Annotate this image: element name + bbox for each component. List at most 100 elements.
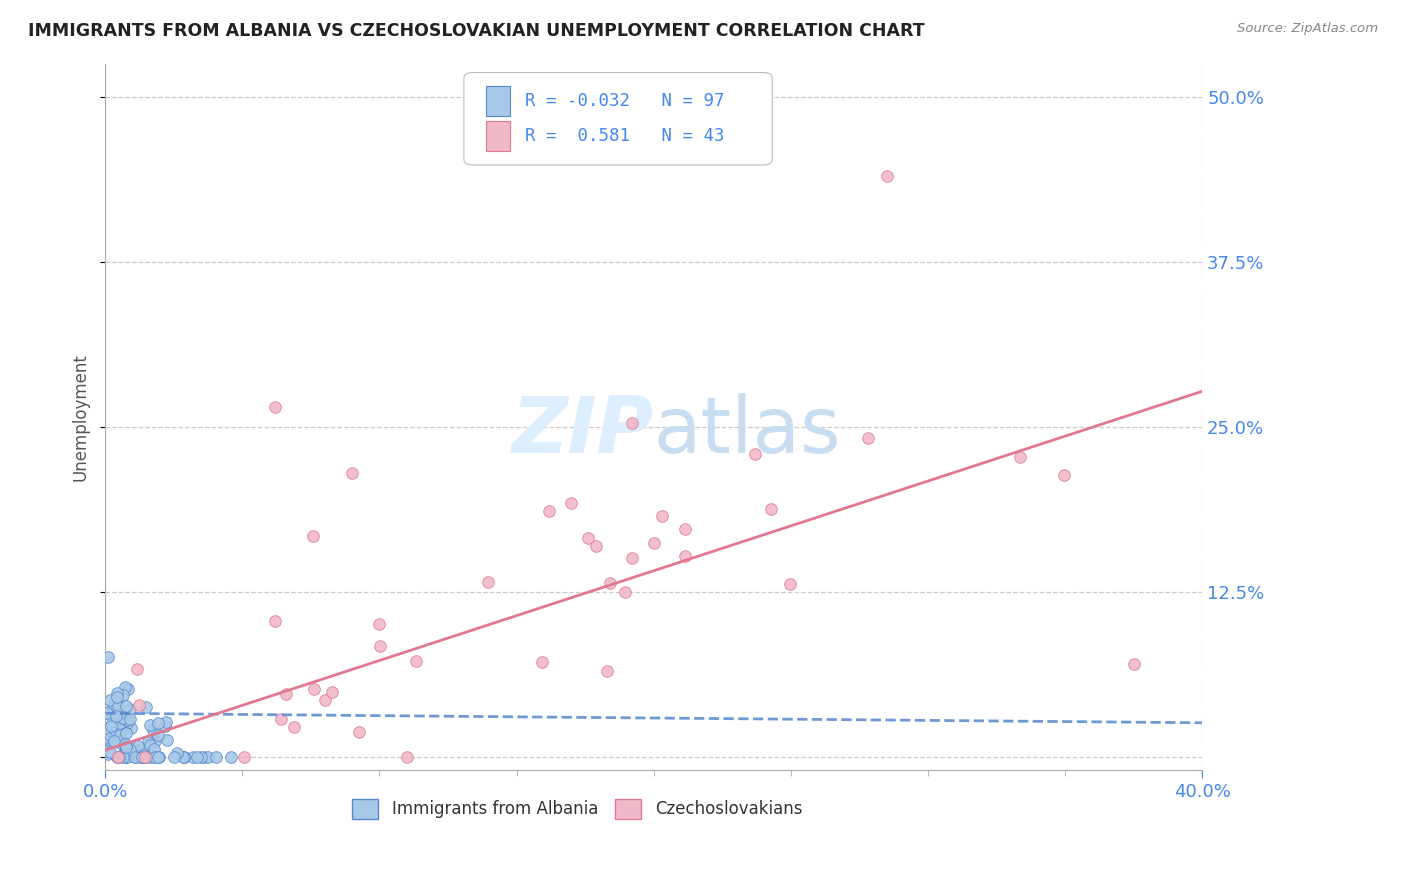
Point — [117, 715, 139, 730]
Point — [107, 698, 129, 713]
Point — [122, 744, 145, 758]
Point — [114, 704, 136, 718]
Point — [127, 739, 149, 753]
Point — [104, 723, 127, 738]
Point — [219, 749, 242, 764]
Point — [321, 685, 343, 699]
Point — [107, 735, 129, 749]
Point — [108, 716, 131, 731]
Point — [155, 714, 177, 729]
Point — [115, 726, 138, 740]
Point — [643, 536, 665, 550]
Point — [142, 723, 165, 738]
Point — [156, 733, 179, 747]
Point — [115, 713, 138, 727]
Point — [233, 749, 256, 764]
Point — [744, 447, 766, 461]
Legend: Immigrants from Albania, Czechoslovakians: Immigrants from Albania, Czechoslovakian… — [344, 793, 808, 825]
Point — [599, 576, 621, 591]
Bar — [486, 121, 510, 151]
Point — [264, 400, 287, 414]
Point — [270, 712, 292, 726]
Point — [96, 744, 118, 758]
Point — [274, 687, 297, 701]
Point — [166, 746, 188, 760]
Point — [134, 749, 156, 764]
Point — [111, 711, 134, 725]
Point — [120, 741, 142, 756]
Point — [172, 749, 194, 764]
Point — [139, 739, 162, 753]
Point — [173, 749, 195, 764]
Point — [97, 747, 120, 762]
Point — [146, 729, 169, 743]
Point — [112, 738, 135, 752]
Point — [120, 721, 142, 735]
Point — [673, 522, 696, 536]
Point — [110, 711, 132, 725]
Point — [115, 699, 138, 714]
Point — [181, 749, 204, 764]
Point — [118, 701, 141, 715]
Point — [596, 664, 619, 678]
Point — [110, 728, 132, 742]
Point — [314, 692, 336, 706]
Point — [114, 749, 136, 764]
Y-axis label: Unemployment: Unemployment — [72, 353, 89, 481]
Point — [856, 431, 879, 445]
Point — [173, 749, 195, 764]
Point — [103, 706, 125, 721]
Point — [340, 466, 363, 480]
Point — [108, 717, 131, 731]
Point — [105, 749, 128, 764]
Point — [104, 700, 127, 714]
Point — [143, 734, 166, 748]
Point — [148, 749, 170, 764]
Point — [538, 504, 561, 518]
Point — [576, 532, 599, 546]
Point — [114, 680, 136, 694]
Point — [263, 614, 285, 628]
Point — [131, 749, 153, 764]
Point — [347, 725, 370, 739]
Point — [139, 749, 162, 764]
Point — [560, 496, 582, 510]
Point — [107, 749, 129, 764]
Point — [673, 549, 696, 563]
Point — [204, 749, 226, 764]
Point — [135, 700, 157, 714]
Point — [651, 509, 673, 524]
Point — [614, 584, 637, 599]
Point — [131, 749, 153, 764]
Point — [143, 742, 166, 756]
Point — [114, 737, 136, 751]
Point — [105, 690, 128, 704]
Text: IMMIGRANTS FROM ALBANIA VS CZECHOSLOVAKIAN UNEMPLOYMENT CORRELATION CHART: IMMIGRANTS FROM ALBANIA VS CZECHOSLOVAKI… — [28, 22, 925, 40]
Point — [96, 730, 118, 744]
Point — [304, 681, 326, 696]
Point — [101, 699, 124, 714]
Point — [124, 749, 146, 764]
Point — [134, 749, 156, 764]
Point — [115, 749, 138, 764]
Point — [118, 747, 141, 761]
Point — [98, 692, 121, 706]
Point — [97, 650, 120, 665]
Point — [186, 749, 208, 764]
Point — [97, 732, 120, 747]
Point — [112, 747, 135, 762]
Point — [368, 616, 391, 631]
Point — [111, 749, 134, 764]
Point — [396, 749, 419, 764]
Point — [136, 735, 159, 749]
Point — [118, 743, 141, 757]
Point — [98, 728, 121, 742]
Point — [477, 575, 499, 590]
Text: atlas: atlas — [654, 393, 841, 469]
Point — [125, 662, 148, 676]
Point — [103, 733, 125, 747]
Point — [1008, 450, 1031, 465]
Point — [193, 749, 215, 764]
Point — [94, 721, 117, 735]
FancyBboxPatch shape — [464, 72, 772, 165]
